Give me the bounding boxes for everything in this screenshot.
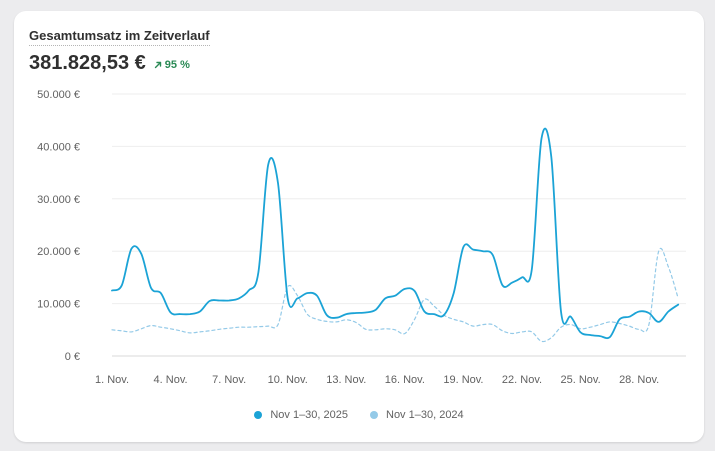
- legend-dot-2024: [370, 411, 378, 419]
- series-line-2025: [111, 127, 680, 340]
- chart-legend: Nov 1–30, 2025 Nov 1–30, 2024: [14, 409, 704, 421]
- x-tick-label: 28. Nov.: [619, 374, 659, 386]
- card-title[interactable]: Gesamtumsatz im Zeitverlauf: [29, 28, 210, 46]
- total-row: 381.828,53 € 95 %: [29, 52, 190, 75]
- sales-over-time-card: Gesamtumsatz im Zeitverlauf 381.828,53 €…: [14, 11, 704, 442]
- sales-line-chart[interactable]: 0 € 10.000 € 20.000 € 30.000 € 40.000 € 50.00…: [14, 11, 704, 406]
- arrow-up-right-icon: [154, 61, 161, 69]
- x-tick-label: 10. Nov.: [268, 374, 308, 386]
- change-percent: 95 %: [164, 59, 190, 71]
- y-tick-label: 50.000 €: [37, 89, 80, 101]
- legend-dot-2025: [254, 411, 263, 419]
- x-tick-label: 25. Nov.: [560, 374, 600, 386]
- total-sales-value: 381.828,53 €: [29, 52, 146, 74]
- legend-item-2024[interactable]: Nov 1–30, 2024: [370, 409, 464, 421]
- legend-label-2025: Nov 1–30, 2025: [270, 409, 348, 421]
- legend-item-2025[interactable]: Nov 1–30, 2025: [254, 409, 348, 421]
- y-tick-label: 30.000 €: [37, 194, 80, 206]
- y-tick-label: 10.000 €: [37, 299, 80, 311]
- x-tick-label: 1. Nov.: [95, 374, 129, 386]
- legend-label-2024: Nov 1–30, 2024: [386, 409, 464, 421]
- x-tick-label: 19. Nov.: [443, 374, 483, 386]
- y-tick-label: 0 €: [65, 351, 80, 363]
- change-badge: 95 %: [154, 59, 190, 71]
- series-line-2024: [111, 247, 679, 343]
- y-tick-label: 20.000 €: [37, 246, 80, 258]
- x-tick-label: 22. Nov.: [502, 374, 542, 386]
- x-tick-label: 7. Nov.: [212, 374, 246, 386]
- x-tick-label: 4. Nov.: [154, 374, 188, 386]
- y-tick-label: 40.000 €: [37, 141, 80, 153]
- x-tick-label: 16. Nov.: [385, 374, 425, 386]
- x-tick-label: 13. Nov.: [326, 374, 366, 386]
